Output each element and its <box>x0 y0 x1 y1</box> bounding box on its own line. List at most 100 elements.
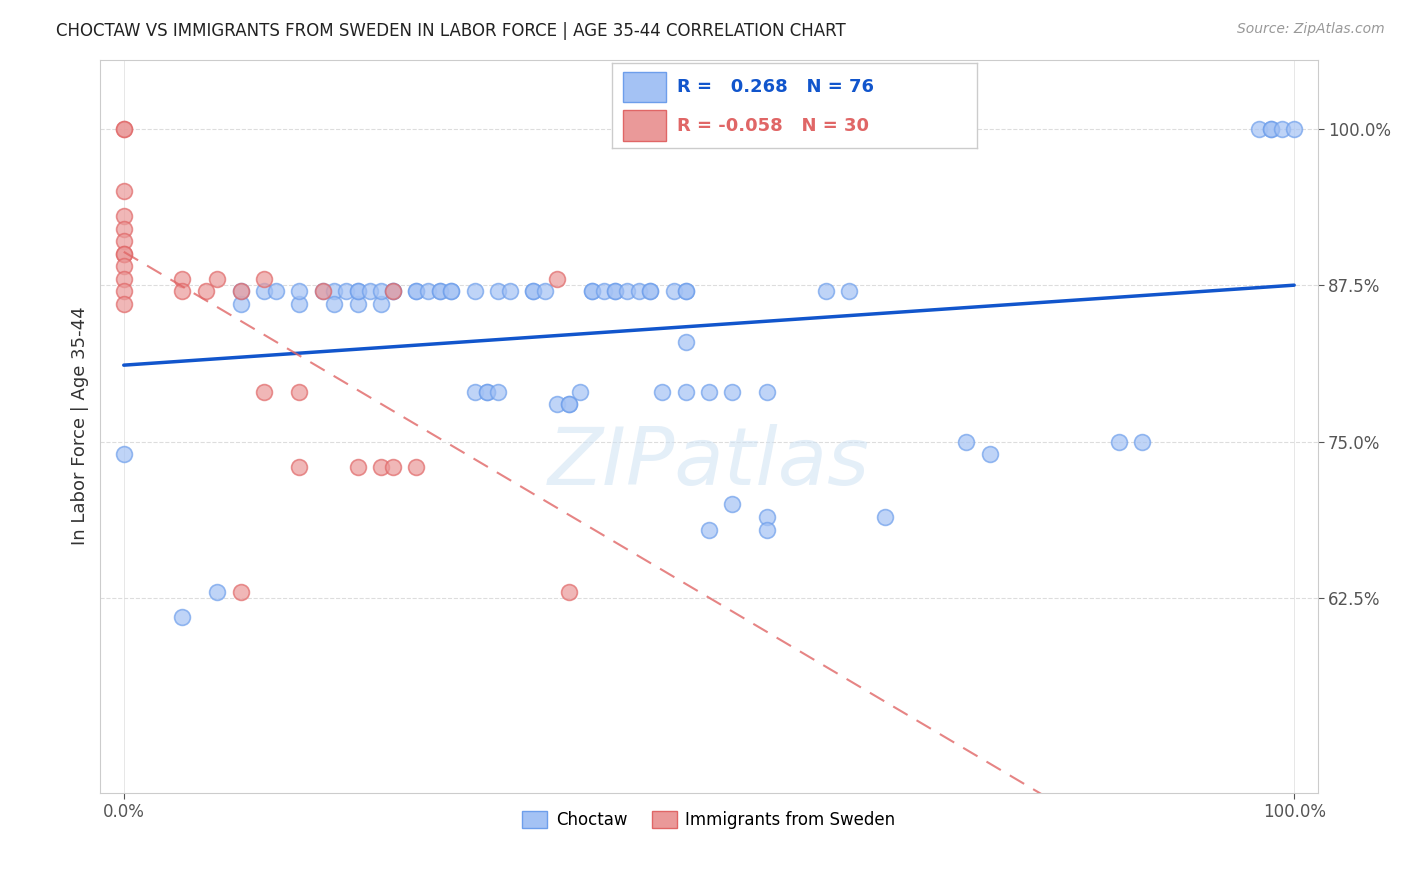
Point <box>405 459 427 474</box>
Point <box>405 285 427 299</box>
Point <box>475 384 498 399</box>
Point <box>627 285 650 299</box>
Point <box>873 510 896 524</box>
Point <box>1108 434 1130 449</box>
Point <box>112 297 135 311</box>
Point <box>253 272 276 286</box>
Point <box>605 285 627 299</box>
Point <box>814 285 837 299</box>
Point <box>370 459 392 474</box>
Point <box>405 285 427 299</box>
Point <box>675 285 697 299</box>
Point <box>112 221 135 235</box>
Y-axis label: In Labor Force | Age 35-44: In Labor Force | Age 35-44 <box>72 307 89 545</box>
Point <box>557 397 579 411</box>
Point <box>112 247 135 261</box>
Text: ZIPatlas: ZIPatlas <box>548 424 870 502</box>
Point <box>381 285 404 299</box>
Point <box>756 523 779 537</box>
Point <box>486 285 509 299</box>
Point <box>721 384 744 399</box>
Point <box>229 285 252 299</box>
Point <box>838 285 860 299</box>
Text: CHOCTAW VS IMMIGRANTS FROM SWEDEN IN LABOR FORCE | AGE 35-44 CORRELATION CHART: CHOCTAW VS IMMIGRANTS FROM SWEDEN IN LAB… <box>56 22 846 40</box>
Point <box>697 523 720 537</box>
Point <box>288 459 311 474</box>
Point <box>112 285 135 299</box>
Point <box>1271 121 1294 136</box>
Point <box>581 285 603 299</box>
Point <box>640 285 662 299</box>
Point <box>662 285 685 299</box>
Point <box>534 285 557 299</box>
Point <box>440 285 463 299</box>
Point <box>229 285 252 299</box>
Point <box>756 510 779 524</box>
Point <box>416 285 439 299</box>
Point <box>207 585 229 599</box>
Point <box>464 384 486 399</box>
Point <box>112 272 135 286</box>
Point <box>323 297 346 311</box>
Point <box>440 285 463 299</box>
Point <box>347 459 370 474</box>
Point <box>675 334 697 349</box>
Point <box>429 285 451 299</box>
Point <box>381 285 404 299</box>
Point <box>429 285 451 299</box>
Point <box>592 285 614 299</box>
Point <box>112 447 135 461</box>
Point <box>475 384 498 399</box>
Point <box>616 285 638 299</box>
Point <box>1260 121 1282 136</box>
Point <box>381 285 404 299</box>
Point <box>112 184 135 198</box>
Point <box>979 447 1001 461</box>
Point <box>253 384 276 399</box>
Point <box>172 610 194 624</box>
Point <box>112 247 135 261</box>
Point <box>499 285 522 299</box>
Point <box>605 285 627 299</box>
Point <box>312 285 335 299</box>
Point <box>359 285 381 299</box>
Point <box>288 285 311 299</box>
Point <box>323 285 346 299</box>
Point <box>347 297 370 311</box>
Point <box>569 384 592 399</box>
Point <box>207 272 229 286</box>
Point <box>253 285 276 299</box>
Point <box>721 498 744 512</box>
Point <box>756 384 779 399</box>
Point <box>335 285 357 299</box>
Point <box>288 384 311 399</box>
Point <box>112 121 135 136</box>
Point <box>112 260 135 274</box>
Point <box>675 384 697 399</box>
Point <box>675 285 697 299</box>
Point <box>522 285 544 299</box>
Point <box>172 285 194 299</box>
Point <box>347 285 370 299</box>
Point <box>370 285 392 299</box>
Point <box>347 285 370 299</box>
Point <box>1247 121 1270 136</box>
Point <box>229 297 252 311</box>
Point <box>546 397 568 411</box>
Point <box>522 285 544 299</box>
Point <box>112 209 135 223</box>
Point <box>112 121 135 136</box>
Point <box>312 285 335 299</box>
Point <box>1282 121 1305 136</box>
Point <box>229 585 252 599</box>
Point <box>697 384 720 399</box>
Point <box>112 235 135 249</box>
Point <box>651 384 673 399</box>
Point <box>194 285 217 299</box>
Point <box>381 459 404 474</box>
Point <box>172 272 194 286</box>
Point <box>370 297 392 311</box>
Point <box>264 285 287 299</box>
Point <box>1260 121 1282 136</box>
Point <box>546 272 568 286</box>
